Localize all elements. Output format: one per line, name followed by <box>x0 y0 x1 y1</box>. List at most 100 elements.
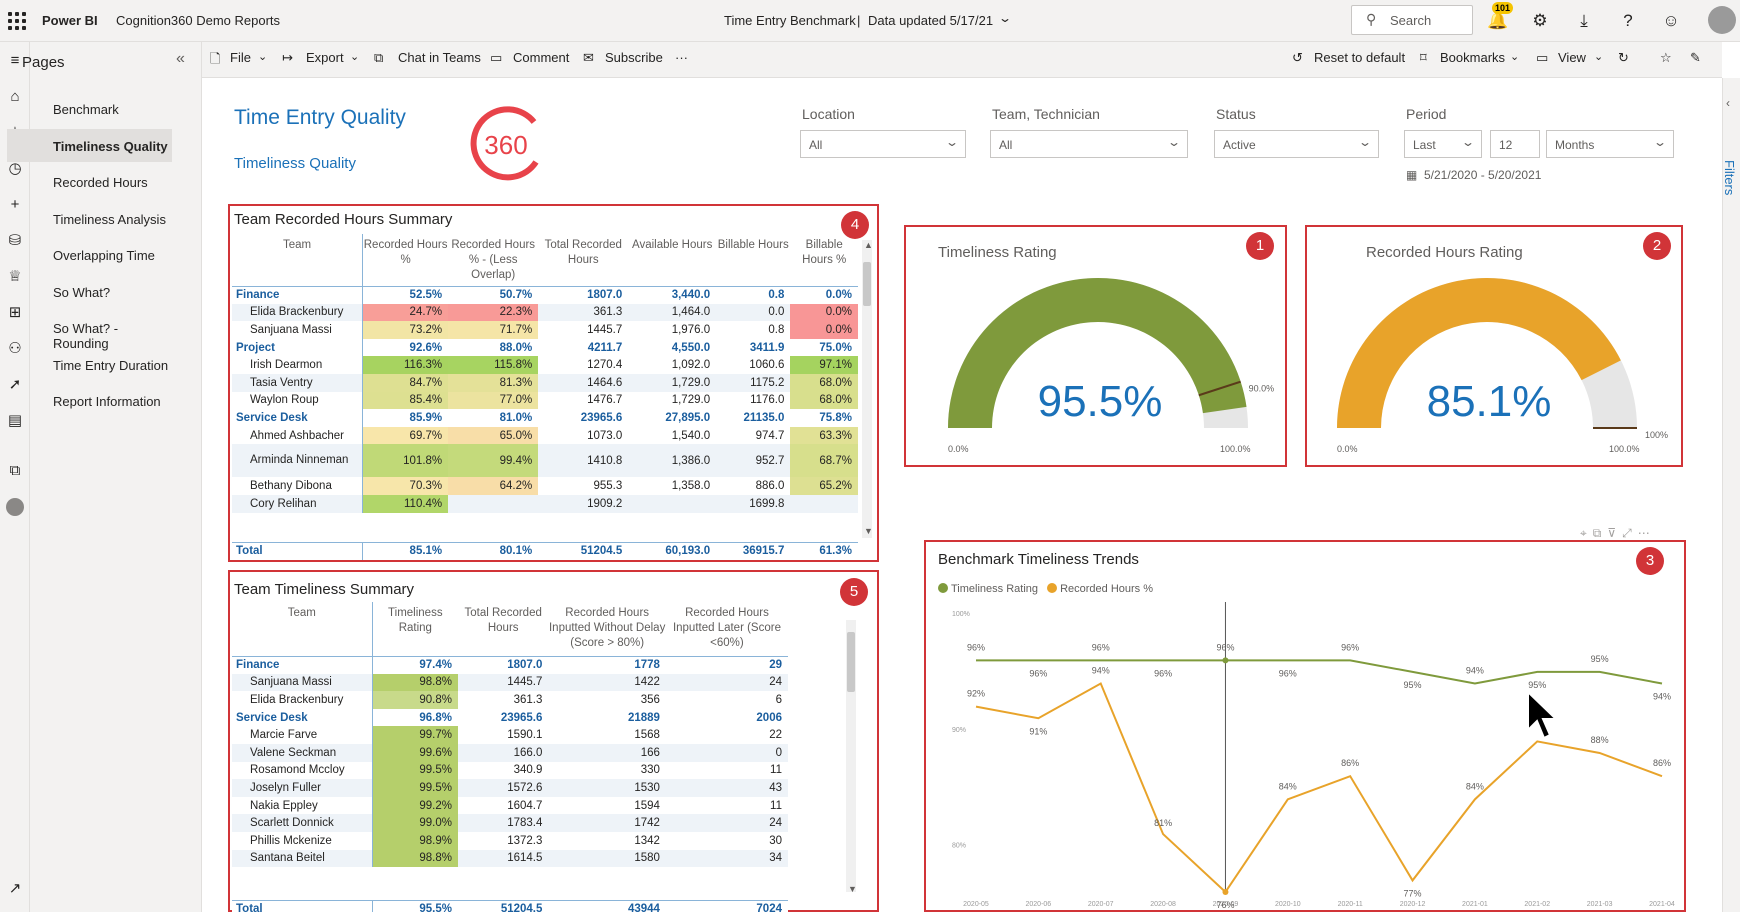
table-row[interactable]: Ahmed Ashbacher 69.7% 65.0% 1073.0 1,540.0 97… <box>232 426 858 445</box>
page-item[interactable]: Overlapping Time <box>53 248 155 263</box>
collapse-pages-icon[interactable]: « <box>176 50 185 67</box>
filters-tab[interactable]: Filters <box>1722 160 1737 196</box>
data-updated-label[interactable]: Data updated 5/17/21 <box>868 13 994 28</box>
group-row[interactable]: Finance 52.5% 50.7% 1807.0 3,440.0 0.8 0.0% <box>232 286 858 304</box>
page-item[interactable]: Report Information <box>53 394 161 409</box>
export-menu[interactable]: Export <box>306 50 344 65</box>
legend-item-recorded[interactable]: Recorded Hours % <box>1047 583 1153 595</box>
column-header[interactable]: Total Recorded Hours <box>464 607 542 634</box>
app-name[interactable]: Power BI <box>42 13 98 28</box>
timeliness-scrollbar[interactable] <box>846 620 856 892</box>
data-point[interactable] <box>1222 889 1229 895</box>
reset-to-default-button[interactable]: Reset to default <box>1314 50 1406 65</box>
recorded-hours-summary-visual[interactable] <box>228 204 879 562</box>
recorded-gauge-visual[interactable] <box>1305 225 1683 467</box>
more-options-icon[interactable]: ··· <box>675 50 688 65</box>
period-count-input[interactable]: 12 <box>1490 130 1540 158</box>
apps-icon[interactable]: ⊞ <box>8 304 22 321</box>
goals-trophy-icon[interactable]: ♕ <box>8 268 22 285</box>
download-icon[interactable]: ⤓ <box>1580 11 1588 30</box>
column-header[interactable]: Total Recorded Hours <box>544 239 622 266</box>
chevron-left-icon[interactable]: ‹ <box>1726 96 1730 110</box>
column-header[interactable]: Billable Hours % <box>802 239 847 266</box>
table-row[interactable]: Cory Relihan 110.4% 1909.2 1699.8 <box>232 494 858 513</box>
datasets-icon[interactable]: ⛁ <box>8 232 22 249</box>
legend-item-timeliness[interactable]: Timeliness Rating <box>938 583 1038 595</box>
table-row[interactable]: Joselyn Fuller 99.5% 1572.6 1530 43 <box>232 779 788 797</box>
table-row[interactable]: Bethany Dibona 70.3% 64.2% 955.3 1,358.0 886.… <box>232 477 858 495</box>
shared-with-me-icon[interactable]: ⚇ <box>8 340 22 357</box>
workspace-avatar[interactable] <box>6 498 24 516</box>
feedback-smiley-icon[interactable]: ☺ <box>1662 11 1680 30</box>
timeliness-trends-visual[interactable] <box>924 540 1686 912</box>
help-icon[interactable]: ? <box>1623 11 1633 30</box>
column-header[interactable]: Recorded Hours % - (Less Overlap) <box>451 239 536 281</box>
page-item[interactable]: Timeliness Analysis <box>53 211 166 227</box>
table-row[interactable]: Tasia Ventry 84.7% 81.3% 1464.6 1,729.0 1175.… <box>232 373 858 392</box>
filters-pane-collapsed[interactable] <box>1722 78 1740 912</box>
page-item[interactable]: Recorded Hours <box>53 175 148 190</box>
table-row[interactable]: Sanjuana Massi 98.8% 1445.7 1422 24 <box>232 673 788 692</box>
scrollbar-thumb[interactable] <box>863 262 871 306</box>
file-menu[interactable]: File <box>230 50 251 65</box>
app-launcher-icon[interactable] <box>6 10 28 32</box>
gear-icon[interactable]: ⚙ <box>1532 11 1548 30</box>
expand-arrow-icon[interactable]: ↗ <box>8 880 22 897</box>
table-row[interactable]: Phillis Mckenize 98.9% 1372.3 1342 30 <box>232 831 788 850</box>
recorded-hours-scrollbar[interactable] <box>862 240 872 538</box>
page-item[interactable]: Timeliness Quality <box>7 128 172 162</box>
page-item[interactable]: So What? <box>53 284 111 300</box>
scroll-down-icon[interactable]: ▼ <box>864 526 873 536</box>
hamburger-menu-icon[interactable]: ≡ <box>10 52 20 69</box>
table-row[interactable]: Irish Dearmon 116.3% 115.8% 1270.4 1,092.0 10… <box>232 356 858 374</box>
data-point[interactable] <box>1222 657 1229 664</box>
column-header[interactable]: Recorded Hours Inputted Without Delay (S… <box>548 607 666 649</box>
timeliness-gauge-visual[interactable] <box>904 225 1287 467</box>
table-row[interactable]: Rosamond Mccloy 99.5% 340.9 330 11 <box>232 761 788 780</box>
table-row[interactable]: Elida Brackenbury 90.8% 361.3 356 6 <box>232 691 788 709</box>
series-line[interactable] <box>976 659 1663 685</box>
table-row[interactable]: Sanjuana Massi 73.2% 71.7% 1445.7 1,976.0 0.8… <box>232 321 858 339</box>
workspaces-icon[interactable]: ⧉ <box>9 462 21 479</box>
column-header[interactable]: Team <box>282 239 312 251</box>
status-dropdown[interactable]: Active ⌄ <box>1214 130 1379 158</box>
period-mode-dropdown[interactable]: Last ⌄ <box>1404 130 1482 158</box>
series-line[interactable] <box>975 682 1663 894</box>
group-row[interactable]: Service Desk 96.8% 23965.6 21889 2006 <box>232 708 788 727</box>
learn-book-icon[interactable]: ▤ <box>7 412 23 429</box>
table-row[interactable]: Nakia Eppley 99.2% 1604.7 1594 11 <box>232 796 788 815</box>
page-item[interactable]: Time Entry Duration <box>53 357 169 373</box>
table-row[interactable]: Arminda Ninneman 101.8% 99.4% 1410.8 1,386.0… <box>232 444 858 478</box>
create-plus-icon[interactable]: + <box>10 196 20 213</box>
refresh-icon[interactable]: ↻ <box>1618 50 1629 65</box>
workspace-name[interactable]: Cognition360 Demo Reports <box>116 13 281 28</box>
scrollbar-thumb[interactable] <box>847 632 855 692</box>
table-row[interactable]: Santana Beitel 98.8% 1614.5 1580 34 <box>232 849 788 868</box>
deployment-rocket-icon[interactable]: ➚ <box>8 376 22 393</box>
trends-line-chart[interactable]: 100% 90% 80% 2020-05 2020-06 2020-07 2020-08 20… <box>926 600 1682 910</box>
chevron-down-icon[interactable]: ⌄ <box>258 51 268 63</box>
bell-icon[interactable]: 🔔 <box>1487 11 1509 30</box>
chevron-down-icon[interactable]: ⌄ <box>997 11 1013 25</box>
search-input[interactable]: ⚲ Search <box>1351 5 1473 35</box>
comment-button[interactable]: Comment <box>513 50 570 65</box>
scroll-up-icon[interactable]: ▲ <box>864 240 873 250</box>
subscribe-button[interactable]: Subscribe <box>605 50 663 65</box>
favorite-star-icon[interactable]: ☆ <box>1660 50 1672 65</box>
chevron-down-icon[interactable]: ⌄ <box>1510 51 1520 63</box>
visual-header-icons[interactable]: ⌖⧉⊽⤢⋯ <box>1580 526 1656 540</box>
view-menu[interactable]: View <box>1558 50 1586 65</box>
page-item[interactable]: So What? - Rounding <box>53 321 119 351</box>
chevron-down-icon[interactable]: ⌄ <box>350 51 360 63</box>
table-row[interactable]: Valene Seckman 99.6% 166.0 166 0 <box>232 743 788 762</box>
table-row[interactable]: Waylon Roup 85.4% 77.0% 1476.7 1,729.0 1176.0… <box>232 391 858 410</box>
group-row[interactable]: Finance 97.4% 1807.0 1778 29 <box>232 656 788 674</box>
recent-clock-icon[interactable]: ◷ <box>8 160 22 177</box>
bookmarks-menu[interactable]: Bookmarks <box>1440 50 1506 65</box>
avatar[interactable] <box>1708 6 1736 34</box>
page-item[interactable]: Benchmark <box>53 102 119 117</box>
scroll-down-icon[interactable]: ▼ <box>848 884 857 894</box>
column-header[interactable]: Timeliness Rating <box>371 602 458 656</box>
group-row[interactable]: Project 92.6% 88.0% 4211.7 4,550.0 3411.9 75.0… <box>232 338 858 357</box>
table-row[interactable]: Elida Brackenbury 24.7% 22.3% 361.3 1,464.0 0… <box>232 303 858 322</box>
